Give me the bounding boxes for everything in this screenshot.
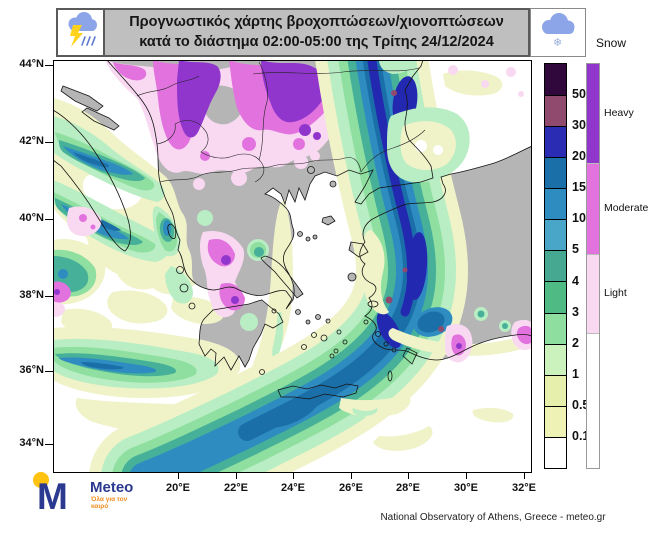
title-bar: Προγνωστικός χάρτης βροχοπτώσεων/χιονοπτ… (56, 8, 530, 57)
rain-level-label: 0.5 (572, 397, 590, 412)
rain-level-label: 50 (572, 87, 586, 102)
meteo-logo-name: Meteo (90, 479, 134, 496)
lat-label: 34°N (19, 437, 44, 449)
rain-colorbar-segment (545, 281, 566, 313)
lat-tick (45, 218, 53, 220)
lon-tick (350, 473, 352, 479)
country-borders (136, 61, 426, 183)
map-title-line2: κατά το διάστημα 02:00-05:00 της Τρίτης … (139, 33, 494, 50)
snow-legend-title: Snow (596, 36, 627, 50)
rain-level-label: 2 (572, 335, 579, 350)
meteo-logo-mark: M (33, 472, 68, 517)
snow-colorbar-segment (587, 254, 599, 333)
rain-level-label: 4 (572, 273, 579, 288)
lon-tick (292, 473, 294, 479)
lat-tick (45, 295, 53, 297)
rain-colorbar-segment (545, 157, 566, 189)
forecast-map (53, 60, 532, 473)
storm-cloud-icon (61, 9, 101, 56)
lon-tick (235, 473, 237, 479)
lon-label: 20°E (166, 482, 190, 494)
rain-colorbar-segment (545, 312, 566, 344)
lat-tick (45, 370, 53, 372)
lat-tick (45, 64, 53, 66)
rain-level-label: 5 (572, 242, 579, 257)
attribution: National Observatory of Athens, Greece -… (380, 512, 606, 523)
lon-label: 24°E (281, 482, 305, 494)
lat-label: 38°N (19, 289, 44, 301)
snow-class-label: Moderate (604, 201, 649, 214)
rain-level-label: 0.1 (572, 428, 590, 443)
snow-colorbar-segment (587, 64, 599, 163)
snow-icon-box: ❄ (530, 8, 586, 57)
rain-level-label: 1 (572, 366, 579, 381)
rain-colorbar-segment (545, 405, 566, 437)
rain-colorbar-segment (545, 219, 566, 251)
rain-level-label: 3 (572, 304, 579, 319)
rain-colorbar (544, 63, 567, 469)
rain-colorbar-segment (545, 374, 566, 406)
rain-colorbar-segment (545, 250, 566, 282)
meteo-logo-tagline: Όλα για τον καιρό (91, 496, 128, 510)
snow-colorbar-segment (587, 163, 599, 254)
rain-icon-box (58, 10, 105, 55)
rain-colorbar-segment (545, 95, 566, 127)
rain-colorbar-segment (545, 436, 566, 468)
svg-text:M: M (37, 476, 68, 515)
map-title: Προγνωστικός χάρτης βροχοπτώσεων/χιονοπτ… (105, 10, 528, 55)
rain-level-label: 30 (572, 118, 586, 133)
lon-tick (523, 473, 525, 479)
rain-colorbar-segment (545, 64, 566, 96)
lon-label: 22°E (224, 482, 248, 494)
lon-label: 28°E (396, 482, 420, 494)
lat-tick (45, 141, 53, 143)
rain-colorbar-segment (545, 188, 566, 220)
snow-colorbar (586, 63, 600, 469)
rain-level-label: 15 (572, 180, 586, 195)
svg-text:❄: ❄ (553, 36, 562, 49)
snow-colorbar-segment (587, 333, 599, 468)
snow-class-label: Light (604, 286, 627, 299)
snow-cloud-icon: ❄ (535, 11, 581, 54)
lon-label: 32°E (512, 482, 536, 494)
rain-colorbar-segment (545, 343, 566, 375)
lat-label: 44°N (19, 58, 44, 70)
precipitation-overlay (53, 60, 532, 473)
map-title-line1: Προγνωστικός χάρτης βροχοπτώσεων/χιονοπτ… (129, 13, 504, 30)
rain-level-label: 20 (572, 149, 586, 164)
meteo-logo: M Meteo Όλα για τον καιρό (30, 471, 180, 521)
lon-tick (407, 473, 409, 479)
lon-tick (465, 473, 467, 479)
rain-colorbar-segment (545, 126, 566, 158)
lat-label: 42°N (19, 135, 44, 147)
lat-label: 36°N (19, 364, 44, 376)
rain-level-label: 10 (572, 211, 586, 226)
snow-class-label: Heavy (604, 106, 634, 119)
lon-label: 26°E (339, 482, 363, 494)
lat-tick (45, 443, 53, 445)
lon-label: 30°E (454, 482, 478, 494)
lon-tick (177, 473, 179, 479)
map-frame (53, 60, 532, 473)
lat-label: 40°N (19, 212, 44, 224)
